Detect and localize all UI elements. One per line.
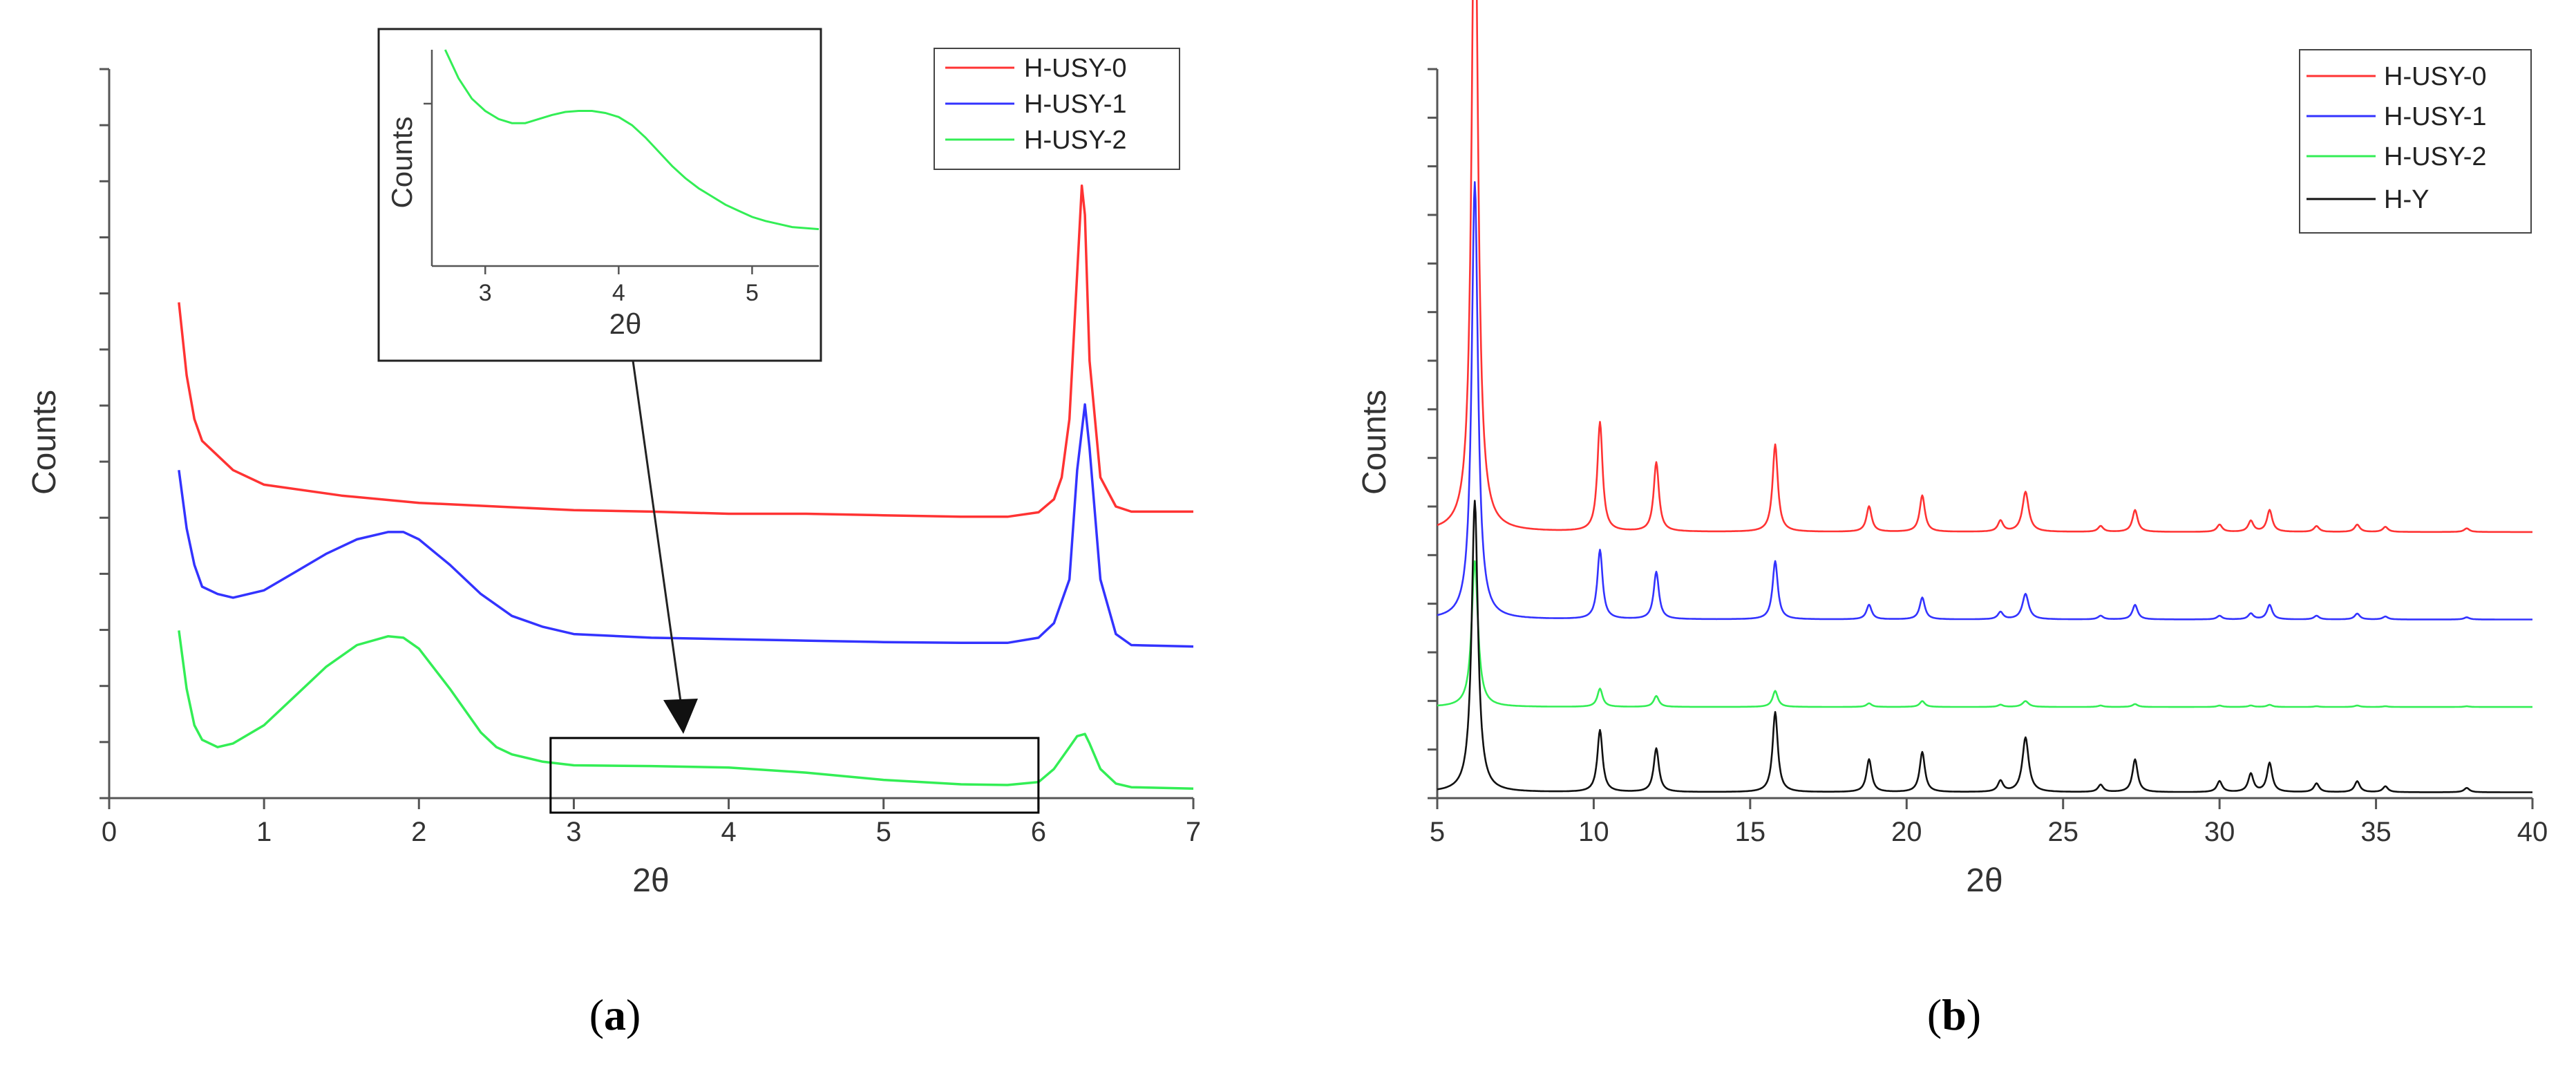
panel-a-inset-x-title: 2θ (609, 308, 642, 340)
panel-b-x-tick-label: 5 (1430, 817, 1445, 847)
panel-b-y-ticks (1428, 68, 1437, 800)
panel-a-inset-x-tick-label: 4 (612, 280, 625, 306)
panel-a-legend-label-2: H-USY-2 (1024, 126, 1127, 155)
panel-a-y-ticks (100, 68, 109, 800)
panel-a-x-tick-label: 3 (566, 817, 581, 847)
panel-b-series-line-0 (1437, 0, 2533, 533)
panel-a-inset-ticks: 3 4 5 (424, 102, 759, 306)
panel-a-x-tick-label: 2 (411, 817, 426, 847)
panel-b-caption: (b) (1927, 990, 1981, 1039)
panel-a-zoom-arrow (632, 360, 682, 702)
panel-a-x-tick-label: 6 (1031, 817, 1046, 847)
panel-b-x-tick-label: 25 (2047, 817, 2078, 847)
panel-b-x-tick-label: 35 (2360, 817, 2392, 847)
panel-a: 0 1 2 3 4 5 6 7 2θ Counts H-USY-0 H-USY-1 H-USY… (26, 28, 1201, 1039)
panel-a-inset-x-tick-label: 3 (479, 280, 492, 306)
panel-a-zoom-arrowhead (663, 699, 698, 734)
panel-b-caption-letter: b (1942, 990, 1967, 1039)
panel-b-x-ticks: 5 10 15 20 25 30 35 40 (1430, 798, 2548, 847)
panel-a-legend-label-0: H-USY-0 (1024, 54, 1127, 83)
panel-a-inset-line (444, 49, 820, 231)
panel-b-legend-label-0: H-USY-0 (2384, 62, 2487, 91)
panel-a-inset: 3 4 5 2θ Counts (377, 28, 822, 362)
panel-a-x-tick-label: 4 (721, 817, 736, 847)
panel-a-x-tick-label: 7 (1186, 817, 1201, 847)
panel-b-legend-label-3: H-Y (2384, 185, 2429, 214)
panel-a-x-tick-label: 1 (256, 817, 272, 847)
panel-b-y-axis-title: Counts (1356, 390, 1393, 495)
panel-b-x-tick-label: 40 (2517, 817, 2548, 847)
panel-a-series-line-1 (178, 403, 1194, 648)
panel-a-caption-open: ( (589, 990, 604, 1039)
panel-a-inset-y-title: Counts (386, 116, 418, 208)
panel-b-legend: H-USY-0 H-USY-1 H-USY-2 H-Y (2299, 49, 2532, 234)
panel-b-caption-close: ) (1967, 990, 1981, 1039)
panel-a-series-line-0 (178, 185, 1193, 518)
panel-b-series-line-3 (1437, 500, 2533, 793)
panel-b-series-line-2 (1437, 560, 2533, 708)
panel-b-legend-label-1: H-USY-1 (2384, 102, 2487, 131)
panel-a-inset-frame (377, 28, 822, 362)
panel-a-x-tick-label: 5 (876, 817, 891, 847)
panel-a-zoom-box (549, 737, 1040, 814)
panel-b-x-tick-label: 30 (2204, 817, 2235, 847)
panel-b-legend-box (2299, 49, 2532, 234)
panel-a-series-line-2 (178, 630, 1194, 791)
panel-b-x-tick-label: 20 (1891, 817, 1922, 847)
panel-a-series (178, 185, 1194, 791)
panel-b: 5 10 15 20 25 30 35 40 2θ Counts H-USY-0 H-USY-… (1356, 0, 2548, 1039)
panel-a-x-ticks: 0 1 2 3 4 5 6 7 (102, 798, 1201, 847)
panel-b-x-tick-label: 15 (1735, 817, 1766, 847)
panel-b-series (1437, 0, 2533, 793)
panel-a-x-tick-label: 0 (102, 817, 117, 847)
panel-a-caption-letter: a (604, 990, 626, 1039)
panel-b-legend-label-2: H-USY-2 (2384, 142, 2487, 171)
panel-a-inset-x-tick-label: 5 (746, 280, 759, 306)
panel-b-x-axis-title: 2θ (1966, 862, 2002, 899)
panel-a-caption: (a) (589, 990, 641, 1039)
panel-b-x-tick-label: 10 (1578, 817, 1609, 847)
panel-a-x-axis-title: 2θ (632, 862, 669, 899)
panel-b-series-line-1 (1437, 181, 2533, 621)
panel-a-caption-close: ) (626, 990, 641, 1039)
panel-a-y-axis-title: Counts (26, 390, 63, 495)
panel-a-legend-label-1: H-USY-1 (1024, 90, 1127, 119)
panel-a-legend: H-USY-0 H-USY-1 H-USY-2 (934, 48, 1180, 170)
panel-b-caption-open: ( (1927, 990, 1942, 1039)
